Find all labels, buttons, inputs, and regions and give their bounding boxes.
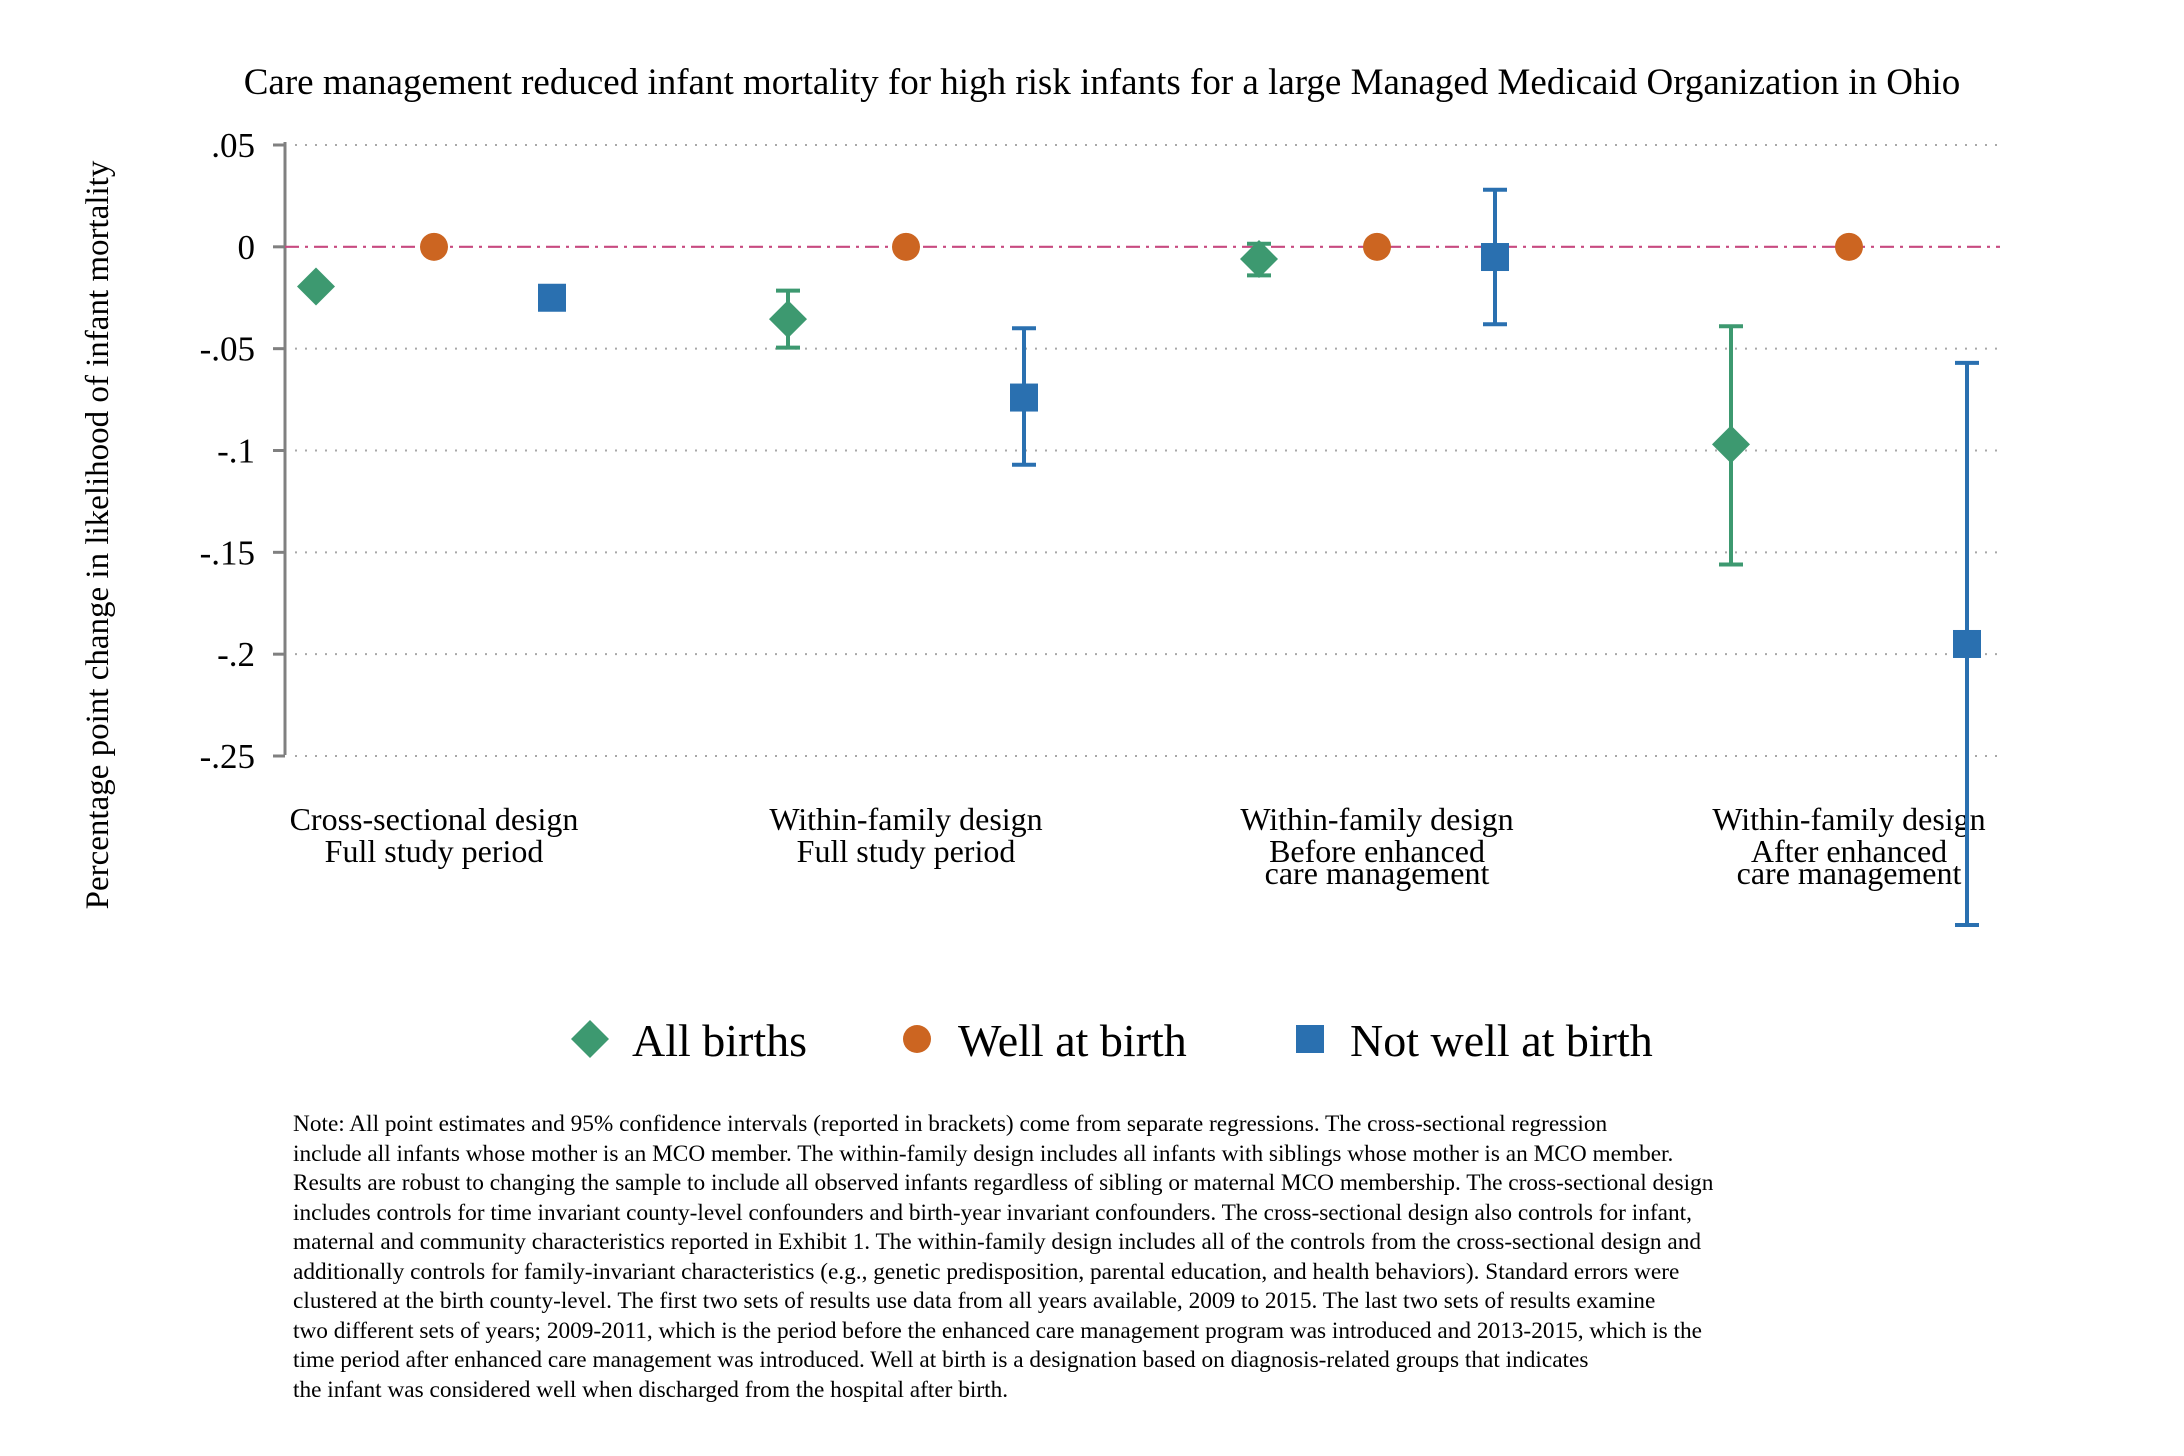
x-category-label: Within-family design [1712, 801, 1985, 837]
y-tick-label: 0 [238, 228, 256, 267]
data-point [769, 300, 807, 339]
y-tick-label: -.25 [200, 737, 255, 776]
data-point [297, 267, 335, 306]
y-axis-ticks: .05 0 -.05 -.1 -.15 -.2 -.25 [200, 126, 285, 776]
data-point [420, 232, 448, 261]
footnote-line: Results are robust to changing the sampl… [293, 1170, 1714, 1196]
y-tick-label: -.1 [217, 432, 255, 471]
y-tick-label: -.2 [217, 635, 255, 674]
chart-title: Care management reduced infant mortality… [244, 62, 1961, 103]
x-category-label: Full study period [797, 833, 1016, 869]
footnote-line: maternal and community characteristics r… [293, 1229, 1701, 1255]
y-tick-label: .05 [211, 126, 255, 165]
data-point [1240, 240, 1278, 279]
footnote-line: additionally controls for family-invaria… [293, 1258, 1680, 1285]
x-category-label: Cross-sectional design [290, 801, 579, 837]
legend-label: Well at birth [958, 1015, 1187, 1066]
footnote-line: includes controls for time invariant cou… [293, 1199, 1692, 1226]
footnote-line: two different sets of years; 2009-2011, … [293, 1317, 1703, 1344]
data-point [1712, 425, 1750, 464]
data-point [892, 232, 920, 261]
y-axis-label: Percentage point change in likelihood of… [80, 160, 116, 909]
point-estimates [297, 232, 1981, 658]
grid-lines [295, 144, 2000, 757]
legend: All births Well at birth Not well at birth [571, 1015, 1653, 1066]
legend-marker [571, 1020, 609, 1058]
x-category-label: Within-family design [769, 801, 1042, 837]
data-point [538, 283, 566, 312]
x-category-label: Full study period [325, 833, 544, 869]
legend-marker [1296, 1025, 1324, 1053]
data-point [1481, 243, 1509, 272]
x-category-label: Within-family design [1240, 801, 1513, 837]
x-category-label: After enhanced [1751, 833, 1947, 869]
legend-label: All births [632, 1015, 807, 1066]
footnote-line: clustered at the birth county-level. The… [293, 1288, 1656, 1314]
footnote-line: include all infants whose mother is an M… [293, 1140, 1674, 1167]
chart: Care management reduced infant mortality… [80, 62, 2000, 1066]
x-category-label: Before enhanced [1269, 833, 1485, 869]
footnote-line: time period after enhanced care manageme… [293, 1347, 1589, 1373]
data-point [1953, 629, 1981, 658]
y-tick-label: -.15 [200, 533, 255, 572]
footnote: Note: All point estimates and 95% confid… [293, 1110, 2053, 1405]
footnote-line: the infant was considered well when disc… [293, 1376, 1009, 1403]
legend-marker [903, 1025, 931, 1053]
legend-label: Not well at birth [1350, 1015, 1653, 1066]
x-category-label: care management [1737, 855, 1962, 891]
data-point [1835, 232, 1863, 261]
data-point [1363, 232, 1391, 261]
footnote-line: Note: All point estimates and 95% confid… [293, 1111, 1608, 1137]
x-category-label: care management [1265, 855, 1490, 891]
data-point [1010, 383, 1038, 412]
y-tick-label: -.05 [200, 330, 255, 369]
